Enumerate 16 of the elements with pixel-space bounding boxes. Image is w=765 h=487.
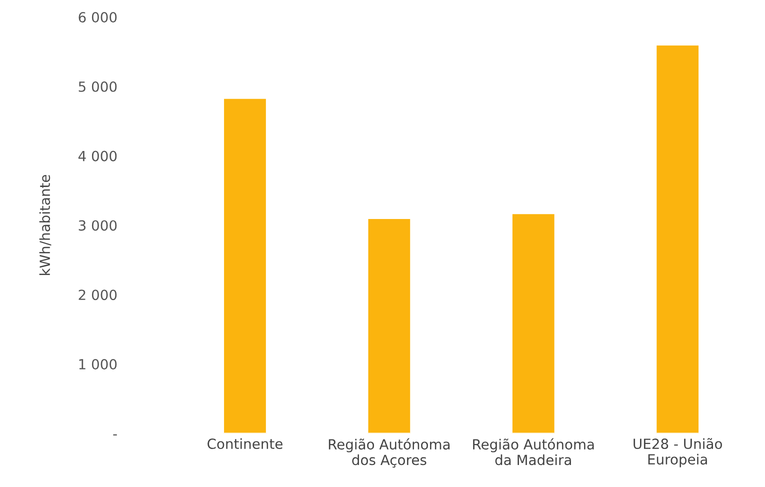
bar (366, 218, 412, 434)
bar (655, 44, 700, 434)
y-tick-label: 5 000 (78, 81, 117, 92)
y-tick-label: 4 000 (78, 150, 117, 162)
y-tick-label: 3 000 (78, 220, 117, 231)
x-tick-label: Região Autónoma da Madeira (473, 438, 594, 466)
y-axis-title: kWh/habitante (39, 174, 52, 275)
bar (222, 98, 268, 434)
bar (511, 212, 556, 434)
y-tick-label: - (113, 434, 117, 436)
y-tick-label: 6 000 (78, 12, 117, 23)
x-tick-label: Região Autónoma dos Açores (328, 438, 450, 468)
y-tick-label: 2 000 (78, 290, 117, 300)
x-tick-label: UE28 - União Europeia (634, 438, 722, 468)
x-tick-label: Continente (208, 438, 282, 450)
y-tick-label: 1 000 (79, 359, 117, 370)
